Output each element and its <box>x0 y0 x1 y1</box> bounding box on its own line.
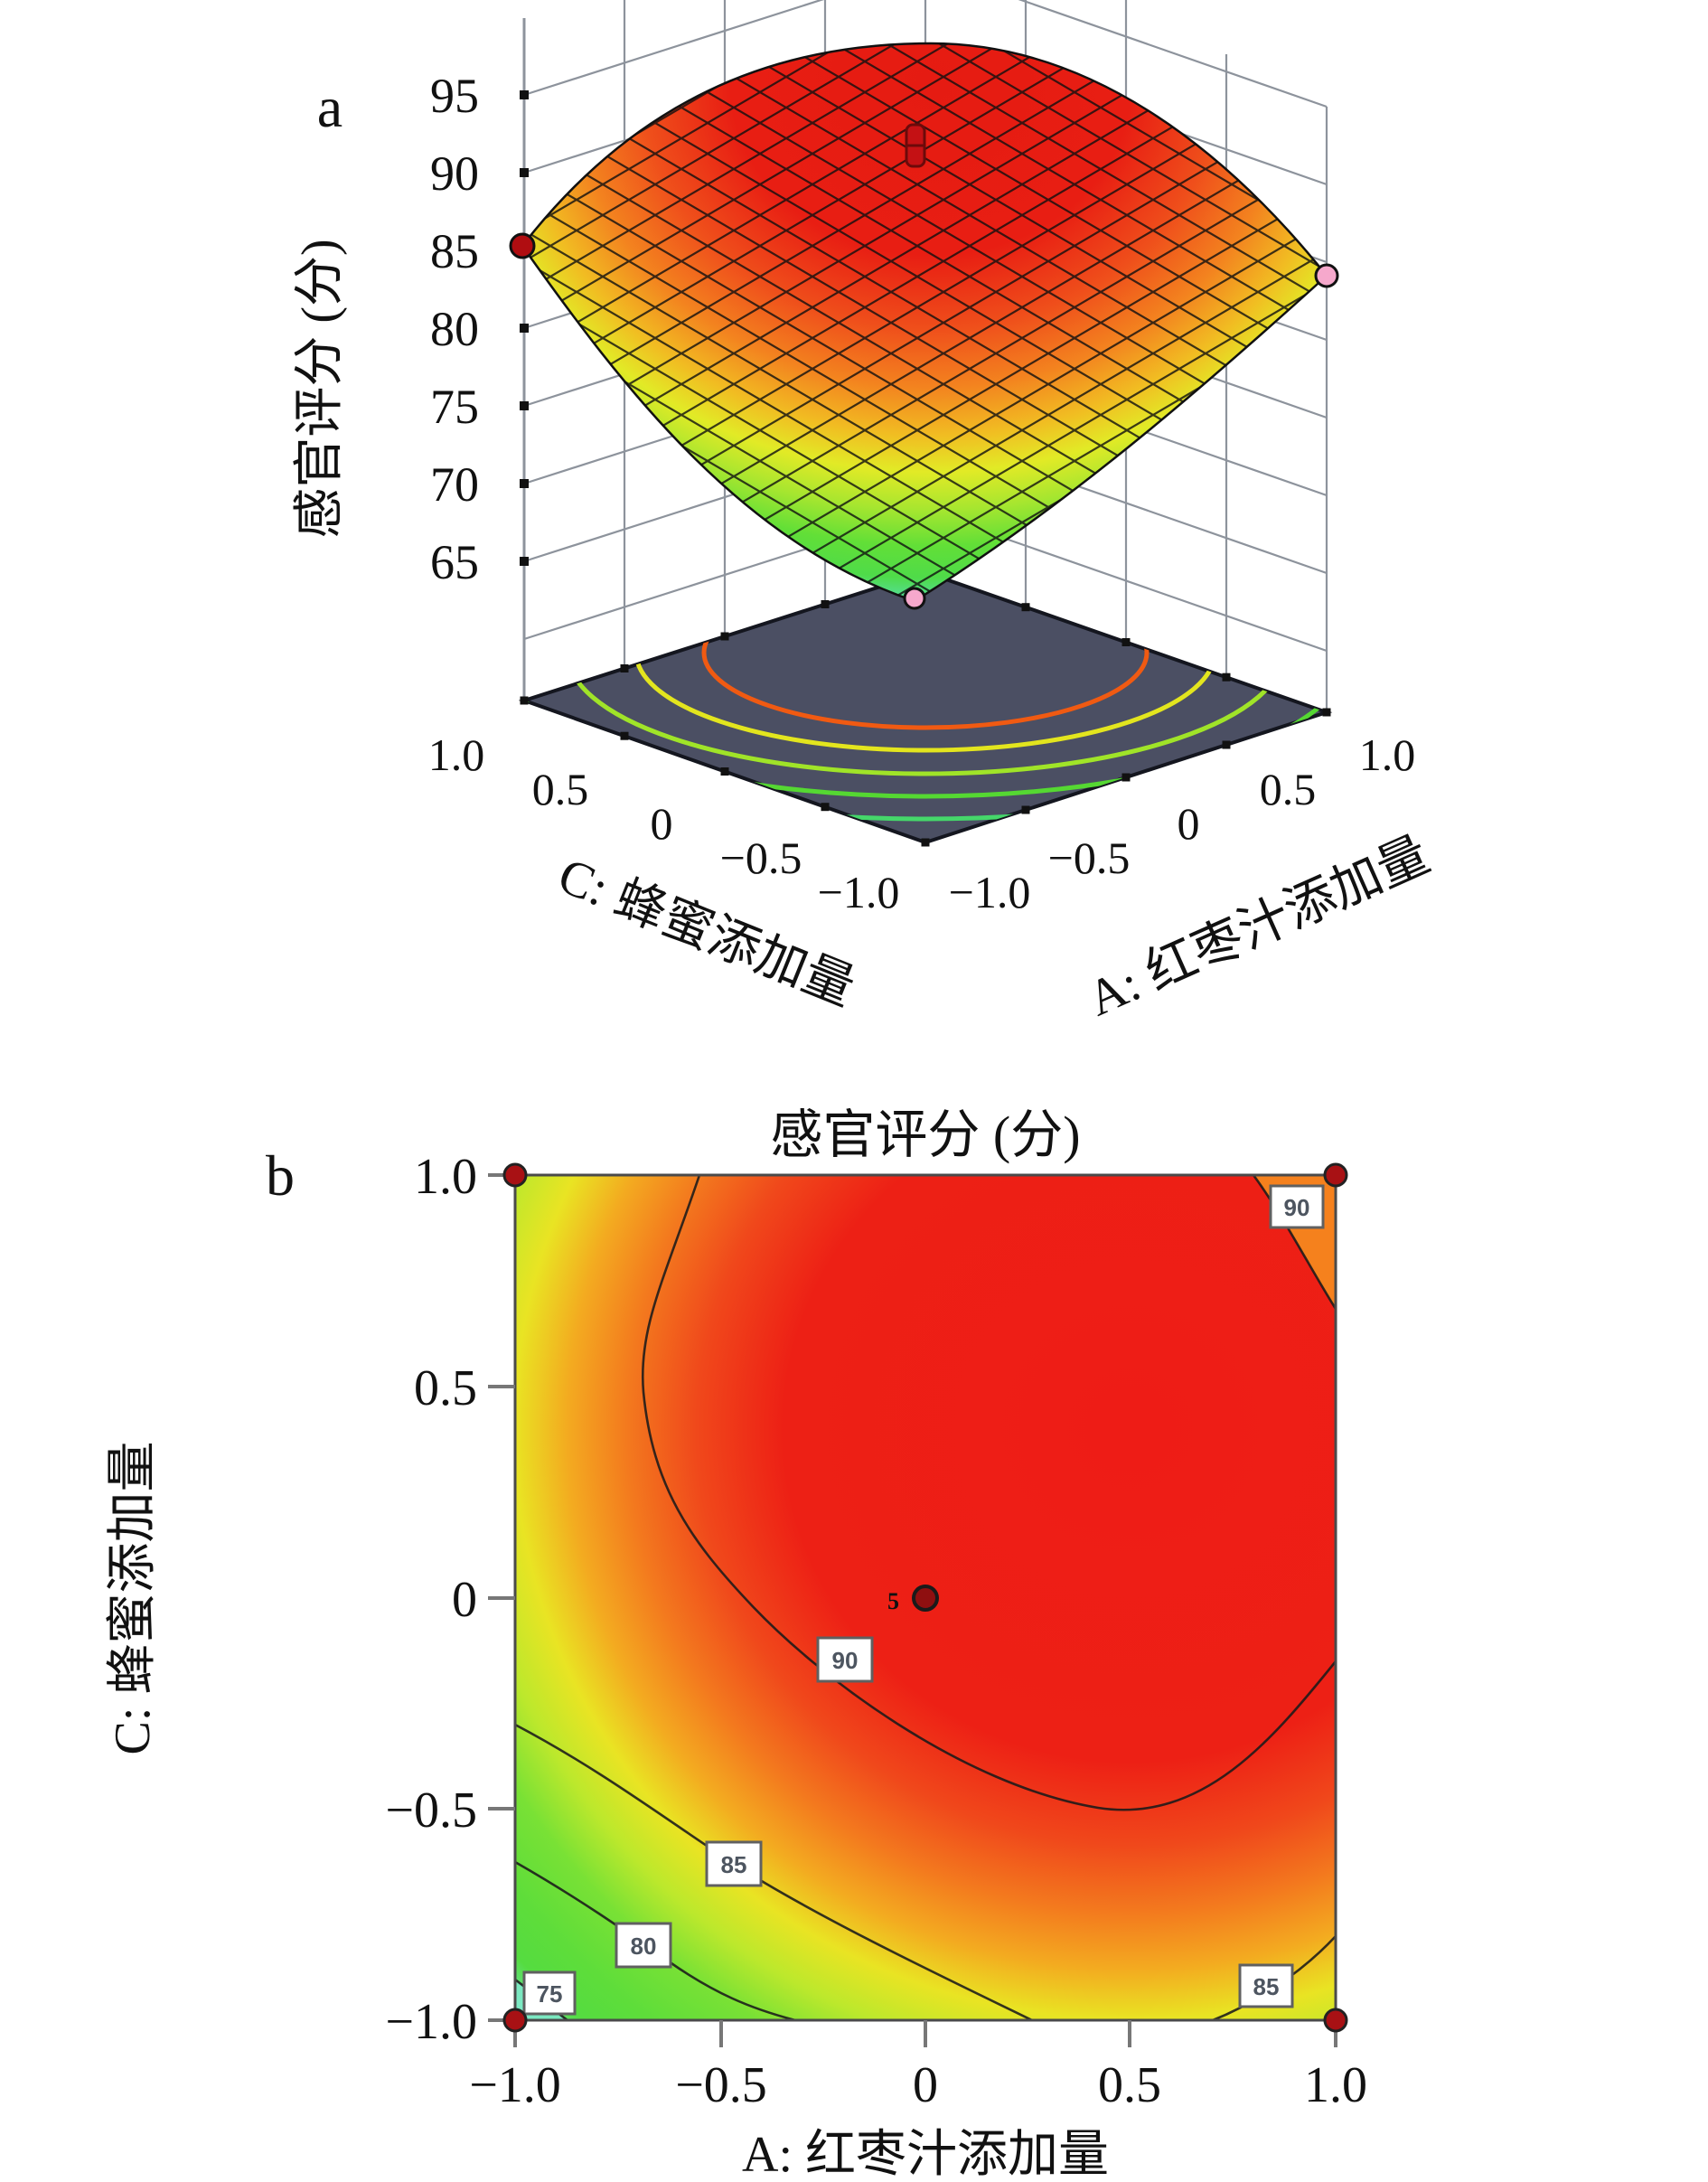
contour-label-85-mid: 85 <box>705 1840 763 1887</box>
corner-design-points <box>502 1162 1348 2033</box>
svg-text:95: 95 <box>430 69 479 123</box>
contour-label-85-bottom-right: 85 <box>1238 1963 1294 2008</box>
svg-text:85: 85 <box>430 224 479 278</box>
svg-text:0: 0 <box>452 1572 477 1628</box>
panel-b-contour-plot: 感官评分 (分) b 90 85 80 75 <box>105 1105 1367 2182</box>
svg-text:0.5: 0.5 <box>1260 764 1317 814</box>
svg-text:−1.0: −1.0 <box>469 2057 561 2113</box>
y-axis-title: C: 蜂蜜添加量 <box>105 1442 161 1755</box>
svg-text:0.5: 0.5 <box>414 1360 477 1416</box>
y-axis-tick-labels: 1.0 0.5 0 −0.5 −1.0 <box>385 1149 477 2050</box>
center-design-point: 5 <box>887 1585 939 1614</box>
svg-text:85: 85 <box>721 1851 747 1878</box>
svg-text:85: 85 <box>1253 1973 1280 2000</box>
z-axis-tick-labels: 95 90 85 80 75 70 65 <box>430 69 479 589</box>
svg-text:90: 90 <box>430 146 479 201</box>
contour-label-80: 80 <box>615 1922 672 1969</box>
contour-label-90-top-right: 90 <box>1269 1184 1325 1229</box>
svg-text:80: 80 <box>631 1933 657 1960</box>
svg-text:1.0: 1.0 <box>1359 729 1416 780</box>
svg-text:90: 90 <box>832 1647 859 1674</box>
svg-text:70: 70 <box>430 457 479 512</box>
panel-b-title: 感官评分 (分) <box>770 1105 1080 1164</box>
svg-text:1.0: 1.0 <box>414 1149 477 1205</box>
svg-text:−0.5: −0.5 <box>385 1782 477 1839</box>
design-point-peak-pill <box>905 123 926 168</box>
c-axis-tick-labels: 1.0 0.5 0 −0.5 −1.0 <box>428 729 900 917</box>
panel-b-letter: b <box>266 1143 295 1208</box>
svg-text:−1.0: −1.0 <box>949 867 1031 917</box>
svg-text:0.5: 0.5 <box>532 764 589 814</box>
x-axis-title: A: 红枣汁添加量 <box>742 2127 1109 2182</box>
z-axis-title: 感官评分 (分) <box>292 239 348 538</box>
svg-text:−0.5: −0.5 <box>720 832 802 883</box>
svg-text:0: 0 <box>913 2057 938 2113</box>
svg-text:0: 0 <box>1178 798 1200 849</box>
svg-text:5: 5 <box>887 1588 899 1614</box>
contour-label-75: 75 <box>522 1970 577 2016</box>
a-axis-tick-labels: −1.0 −0.5 0 0.5 1.0 <box>949 729 1416 917</box>
svg-text:0: 0 <box>651 798 673 849</box>
base-projection-plane <box>518 569 1333 845</box>
svg-text:65: 65 <box>430 535 479 589</box>
x-axis-tick-labels: −1.0 −0.5 0 0.5 1.0 <box>469 2057 1367 2113</box>
a-axis-title: A: 红枣汁添加量 <box>1080 827 1438 1028</box>
contour-label-90-inner: 90 <box>816 1636 874 1683</box>
svg-text:80: 80 <box>430 302 479 356</box>
design-point-left-corner <box>509 232 536 259</box>
c-axis-title: C: 蜂蜜添加量 <box>550 848 862 1017</box>
svg-text:−0.5: −0.5 <box>1048 832 1131 883</box>
svg-text:−0.5: −0.5 <box>675 2057 767 2113</box>
contour-lines <box>515 1175 1336 2020</box>
svg-text:−1.0: −1.0 <box>385 1994 477 2050</box>
design-point-right-corner <box>1314 263 1339 288</box>
svg-text:90: 90 <box>1284 1194 1310 1221</box>
design-point-front-tip <box>903 587 926 610</box>
contour-labels: 90 85 80 75 85 90 <box>522 1184 1325 2016</box>
panel-a-3d-surface-plot: a 感官评分 (分) 95 90 85 80 75 70 65 1.0 0.5 … <box>292 0 1438 1028</box>
svg-text:75: 75 <box>430 380 479 434</box>
svg-text:1.0: 1.0 <box>428 729 485 780</box>
svg-text:−1.0: −1.0 <box>818 867 900 917</box>
svg-text:75: 75 <box>537 1980 563 2008</box>
svg-text:1.0: 1.0 <box>1304 2057 1367 2113</box>
axis-tick-marks <box>488 1173 1337 2047</box>
panel-a-letter: a <box>317 75 343 139</box>
svg-text:0.5: 0.5 <box>1098 2057 1161 2113</box>
